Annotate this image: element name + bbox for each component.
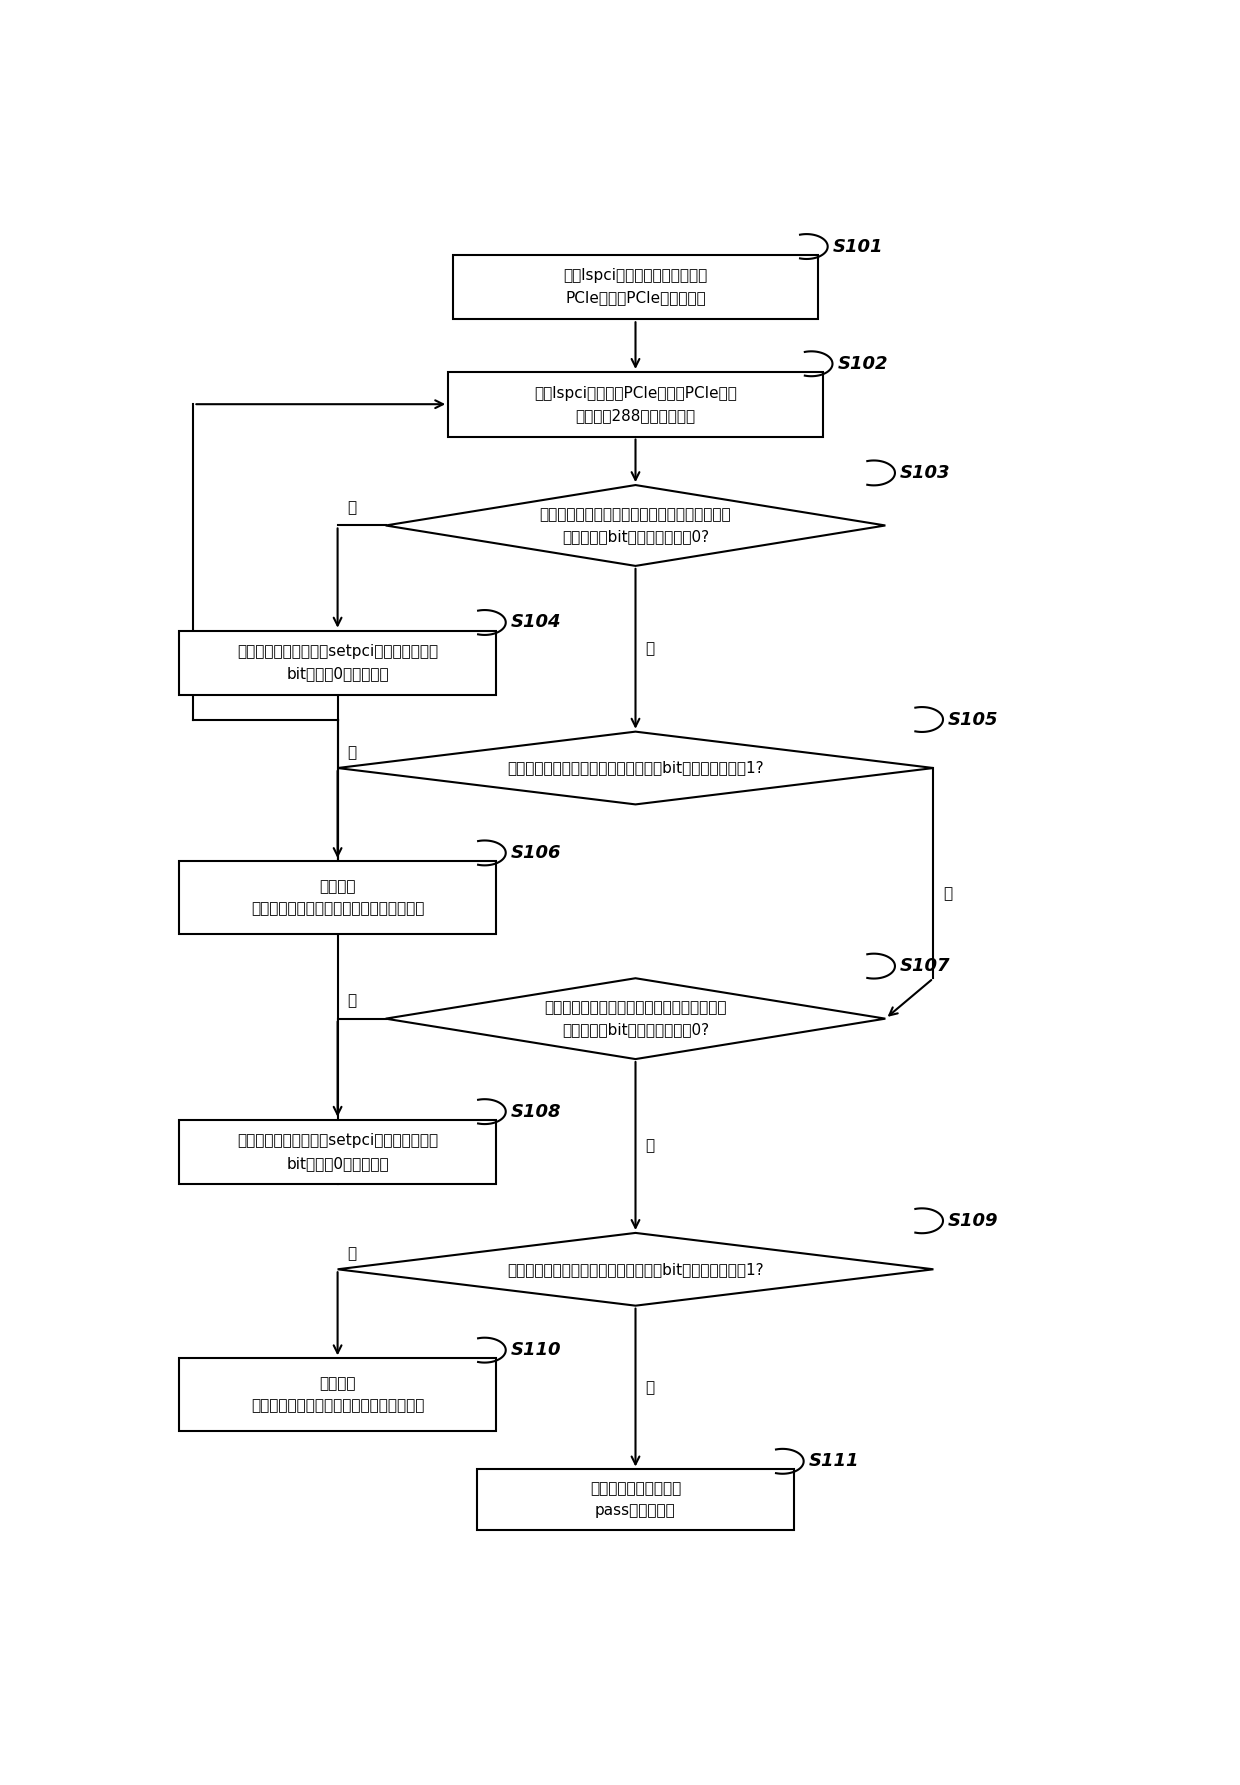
Bar [453, 255, 818, 320]
Text: S106: S106 [511, 844, 560, 862]
Text: 是: 是 [645, 641, 655, 657]
Text: 是: 是 [347, 1246, 356, 1262]
Bar [448, 371, 823, 437]
Text: S102: S102 [837, 355, 888, 373]
Text: S107: S107 [900, 957, 950, 975]
Text: 其错误被屏蔽，需通过setpci工具将其相应的
bit位设为0，使其使能: 其错误被屏蔽，需通过setpci工具将其相应的 bit位设为0，使其使能 [237, 644, 438, 682]
Bar [477, 1469, 794, 1530]
Text: 否: 否 [944, 885, 952, 901]
Text: 按照第一对应关系，判断不可纠错掩码寄存器中
错误对应的bit位的数值是否为0?: 按照第一对应关系，判断不可纠错掩码寄存器中 错误对应的bit位的数值是否为0? [539, 507, 732, 544]
Text: 按照第二对应关系，判断可纠错掩码寄存器中
错误对应的bit位的数值是否为0?: 按照第二对应关系，判断可纠错掩码寄存器中 错误对应的bit位的数值是否为0? [544, 1000, 727, 1037]
Text: 其错误被屏蔽，需通过setpci工具将其相应的
bit位设为0，使其使能: 其错误被屏蔽，需通过setpci工具将其相应的 bit位设为0，使其使能 [237, 1133, 438, 1171]
Bar [179, 1358, 496, 1432]
Polygon shape [337, 732, 934, 805]
Text: S111: S111 [808, 1453, 859, 1471]
Text: S103: S103 [900, 464, 950, 482]
Text: 是: 是 [347, 744, 356, 760]
Text: 服务器产品合格，测试
pass，测试结束: 服务器产品合格，测试 pass，测试结束 [590, 1482, 681, 1519]
Polygon shape [386, 486, 885, 566]
Text: S110: S110 [511, 1341, 560, 1358]
Text: 否: 否 [645, 1380, 655, 1396]
Text: 利用lspci工具获取服务器产品中
PCIe设备及PCIe网卡的信息: 利用lspci工具获取服务器产品中 PCIe设备及PCIe网卡的信息 [563, 268, 708, 305]
Text: 否: 否 [347, 500, 356, 514]
Text: 按照第二
对应关系，确定其错误，并将其送维修工站: 按照第二 对应关系，确定其错误，并将其送维修工站 [250, 1376, 424, 1414]
Text: S109: S109 [947, 1212, 998, 1230]
Text: S105: S105 [947, 710, 998, 728]
Text: S104: S104 [511, 614, 560, 632]
Text: 判断不可纠错状态寄存器中错误对应的bit位的数值是否为1?: 判断不可纠错状态寄存器中错误对应的bit位的数值是否为1? [507, 1262, 764, 1276]
Text: 判断不可纠错状态寄存器中错误对应的bit位的数值是否为1?: 判断不可纠错状态寄存器中错误对应的bit位的数值是否为1? [507, 760, 764, 775]
Polygon shape [337, 1233, 934, 1305]
Polygon shape [386, 978, 885, 1059]
Text: S101: S101 [832, 237, 883, 255]
Text: S108: S108 [511, 1103, 560, 1121]
Text: 否: 否 [347, 992, 356, 1009]
Bar [179, 860, 496, 934]
Text: 利用lspci工具读取PCIe网卡的PCIe配置
空间的前288个字节的数据: 利用lspci工具读取PCIe网卡的PCIe配置 空间的前288个字节的数据 [534, 386, 737, 423]
Text: 按照第一
对应关系，确定其错误，并将其送维修工站: 按照第一 对应关系，确定其错误，并将其送维修工站 [250, 878, 424, 916]
Text: 是: 是 [645, 1139, 655, 1153]
Bar [179, 1119, 496, 1185]
Bar [179, 630, 496, 694]
